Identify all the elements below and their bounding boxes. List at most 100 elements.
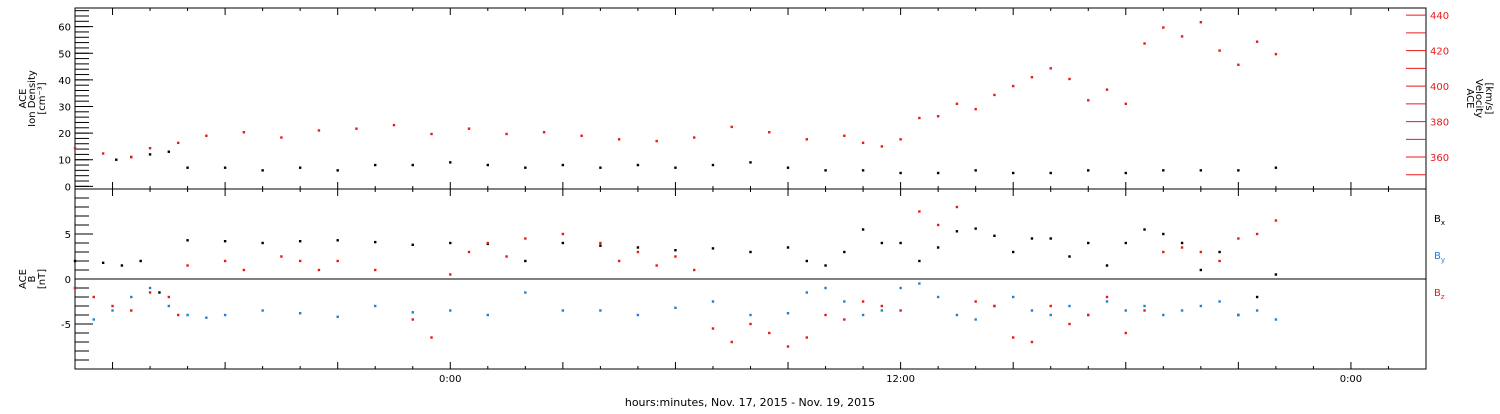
data-point bbox=[411, 243, 414, 246]
data-point bbox=[130, 309, 133, 312]
data-point bbox=[186, 166, 189, 169]
data-point bbox=[101, 261, 105, 264]
data-point bbox=[880, 145, 884, 148]
data-point bbox=[955, 230, 959, 233]
data-point bbox=[899, 286, 902, 290]
data-point bbox=[148, 153, 152, 156]
data-point bbox=[280, 255, 283, 258]
data-point bbox=[505, 132, 508, 136]
data-point bbox=[899, 171, 902, 175]
data-point bbox=[1162, 232, 1165, 236]
data-point bbox=[411, 311, 414, 314]
data-point bbox=[111, 304, 114, 308]
data-point bbox=[824, 264, 827, 267]
legend-entry: Bz bbox=[1434, 288, 1445, 301]
data-point bbox=[636, 163, 640, 167]
data-point bbox=[805, 138, 808, 141]
data-point bbox=[1255, 232, 1259, 236]
y-tick-label: 5 bbox=[65, 230, 71, 241]
data-point bbox=[674, 166, 677, 169]
data-point bbox=[139, 259, 142, 263]
data-point bbox=[843, 134, 846, 137]
data-point bbox=[936, 171, 940, 175]
data-point bbox=[918, 259, 921, 263]
data-point bbox=[824, 286, 827, 290]
y-tick-label: 10 bbox=[58, 156, 71, 167]
data-point bbox=[101, 152, 105, 155]
data-point bbox=[561, 309, 565, 312]
data-point bbox=[880, 309, 884, 312]
y-tick-label: 40 bbox=[58, 76, 71, 87]
data-point bbox=[843, 300, 846, 303]
data-point bbox=[430, 132, 433, 136]
data-point bbox=[130, 295, 133, 299]
data-point bbox=[1030, 237, 1034, 240]
data-point bbox=[993, 93, 996, 97]
data-point bbox=[1049, 304, 1052, 308]
data-point bbox=[1237, 63, 1240, 66]
data-point bbox=[1049, 237, 1052, 240]
data-point bbox=[974, 107, 977, 111]
data-point bbox=[805, 259, 808, 263]
data-point bbox=[599, 166, 602, 169]
data-point bbox=[599, 244, 602, 247]
data-point bbox=[617, 259, 621, 263]
data-point bbox=[336, 239, 339, 242]
data-point bbox=[1124, 309, 1127, 312]
data-point bbox=[317, 268, 321, 272]
data-point bbox=[148, 286, 152, 290]
data-point bbox=[711, 300, 715, 303]
data-point bbox=[298, 240, 302, 243]
data-point bbox=[955, 205, 959, 209]
data-point bbox=[711, 247, 715, 250]
y-axis-label-right: Velocity bbox=[1473, 79, 1484, 118]
data-point bbox=[223, 313, 227, 317]
data-point bbox=[974, 169, 977, 172]
y-tick-label: 50 bbox=[58, 49, 71, 60]
data-point bbox=[355, 127, 358, 130]
data-point bbox=[205, 316, 208, 319]
y-tick-label: 30 bbox=[58, 102, 71, 113]
data-point bbox=[374, 304, 377, 308]
data-point bbox=[974, 318, 977, 321]
data-point bbox=[861, 169, 865, 172]
data-point bbox=[974, 227, 977, 230]
data-point bbox=[1218, 250, 1221, 254]
data-point bbox=[918, 210, 921, 213]
data-point bbox=[918, 116, 921, 120]
data-point bbox=[768, 331, 771, 335]
data-point bbox=[1199, 169, 1203, 172]
data-point bbox=[749, 322, 752, 326]
data-point bbox=[599, 241, 602, 245]
data-point bbox=[768, 131, 771, 134]
data-point bbox=[115, 158, 118, 161]
data-point bbox=[223, 259, 227, 263]
legend-subscript: y bbox=[1441, 256, 1445, 264]
data-point bbox=[1011, 295, 1015, 299]
data-point bbox=[1162, 26, 1165, 29]
data-point bbox=[374, 163, 377, 167]
data-point bbox=[674, 249, 677, 252]
data-point bbox=[674, 306, 677, 309]
data-point bbox=[1105, 300, 1109, 303]
data-point bbox=[711, 163, 715, 167]
data-point bbox=[843, 318, 846, 321]
data-point bbox=[92, 295, 95, 299]
data-point bbox=[1143, 304, 1146, 308]
data-point bbox=[599, 309, 602, 312]
data-point bbox=[158, 291, 161, 294]
data-point bbox=[223, 240, 227, 243]
data-point bbox=[993, 234, 996, 237]
data-point bbox=[693, 268, 696, 272]
data-point bbox=[1049, 313, 1052, 317]
data-point bbox=[1124, 102, 1127, 106]
data-point bbox=[561, 163, 565, 167]
data-point bbox=[73, 146, 77, 150]
data-point bbox=[1011, 336, 1015, 339]
data-point bbox=[824, 313, 827, 317]
x-tick-label: 0:00 bbox=[439, 374, 461, 385]
data-point bbox=[1049, 67, 1052, 70]
y-tick-label: 60 bbox=[58, 23, 71, 34]
data-point bbox=[374, 268, 377, 272]
